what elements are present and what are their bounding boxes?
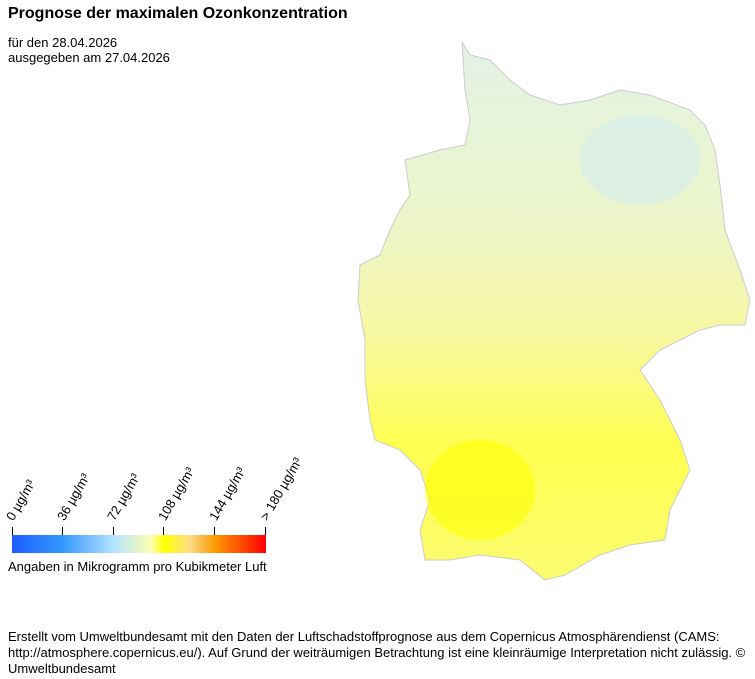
germany-outline — [357, 41, 751, 581]
color-scale-bar — [12, 535, 266, 553]
northeast-low-area — [580, 115, 700, 205]
footer-attribution: Erstellt vom Umweltbundesamt mit den Dat… — [8, 629, 746, 676]
legend-tick — [62, 527, 63, 536]
legend-tick — [163, 527, 164, 536]
legend-tick — [214, 527, 215, 536]
page-title: Prognose der maximalen Ozonkonzentration — [8, 5, 348, 22]
unit-note: Angaben in Mikrogramm pro Kubikmeter Luf… — [8, 559, 267, 574]
legend-tick — [113, 527, 114, 536]
legend-tick — [265, 527, 266, 536]
southwest-high-area — [425, 440, 535, 540]
legend-tick — [12, 527, 13, 536]
forecast-date: für den 28.04.2026 — [8, 35, 118, 50]
issued-date: ausgegeben am 27.04.2026 — [8, 50, 170, 65]
